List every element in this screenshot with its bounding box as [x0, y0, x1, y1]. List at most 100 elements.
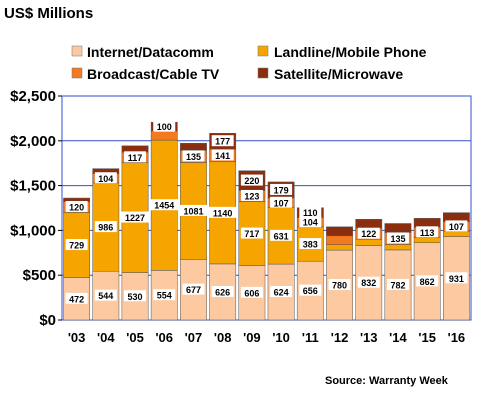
bar-segment: [413, 218, 441, 228]
data-label-bg: [328, 279, 351, 291]
data-label-bg: [208, 206, 237, 218]
data-label: 135: [186, 152, 201, 162]
data-label-bg: [153, 120, 176, 132]
x-tick-label: '08: [214, 330, 232, 345]
data-label-bg: [124, 290, 147, 302]
data-label: 631: [274, 231, 289, 241]
data-label-bg: [65, 239, 88, 251]
data-label-bg: [211, 285, 234, 297]
data-label: 107: [449, 222, 464, 232]
data-label-bg: [357, 227, 380, 239]
x-tick-label: '06: [155, 330, 173, 345]
data-label-bg: [270, 286, 293, 298]
x-tick-label: '16: [448, 330, 466, 345]
data-label: 782: [390, 280, 405, 290]
data-label-bg: [211, 135, 234, 147]
data-label: 832: [361, 278, 376, 288]
bar-segment: [355, 238, 383, 246]
chart-title: US$ Millions: [4, 5, 93, 22]
data-label-bg: [386, 278, 409, 290]
data-label-bg: [445, 220, 468, 232]
x-tick-label: '03: [68, 330, 86, 345]
data-label: 1140: [213, 208, 233, 218]
data-label: 780: [332, 281, 347, 291]
bar-segment: [326, 235, 353, 245]
data-label: 120: [69, 203, 84, 213]
data-label-bg: [240, 227, 263, 239]
x-tick-label: '11: [302, 330, 319, 345]
data-label-bg: [416, 226, 439, 238]
data-label: 100: [157, 122, 172, 132]
data-label-bg: [153, 289, 176, 301]
y-tick-label: $1,000: [10, 222, 56, 239]
legend-swatch: [71, 45, 83, 57]
data-label-bg: [240, 286, 263, 298]
data-label-bg: [94, 221, 117, 233]
legend-swatch: [257, 67, 269, 79]
data-label-bg: [94, 172, 117, 184]
data-label: 626: [215, 287, 230, 297]
data-label: 554: [157, 291, 172, 301]
data-labels: 472 729 120 544 986 104 530 1227 117 554 1454 100 67…: [65, 120, 468, 304]
legend-item-broadcast: Broadcast/Cable TV: [71, 66, 220, 82]
data-label: 104: [303, 218, 318, 228]
data-label: 606: [244, 288, 259, 298]
y-tick-label: $0: [39, 312, 56, 329]
legend-label: Landline/Mobile Phone: [274, 44, 427, 60]
bar-segment: [121, 145, 149, 153]
data-label: 179: [274, 185, 289, 195]
data-label: 383: [303, 240, 318, 250]
legend: Internet/Datacomm Landline/Mobile Phone …: [71, 44, 427, 82]
data-label-bg: [182, 150, 205, 162]
data-label-bg: [124, 151, 147, 163]
data-label: 110: [303, 208, 318, 218]
data-label: 624: [274, 288, 289, 298]
x-tick-label: '12: [331, 330, 349, 345]
data-label-bg: [240, 189, 263, 201]
data-label-bg: [357, 276, 380, 288]
data-label-bg: [94, 289, 117, 301]
y-tick-label: $500: [23, 267, 56, 284]
legend-swatch: [257, 45, 269, 57]
data-label: 717: [244, 229, 259, 239]
data-label: 113: [420, 228, 435, 238]
data-label-bg: [386, 232, 409, 244]
bar-segment: [413, 237, 441, 244]
data-label-bg: [299, 238, 322, 250]
data-label: 107: [274, 198, 289, 208]
bar-segment: [384, 244, 412, 251]
data-label: 177: [215, 137, 230, 147]
x-tick-label: '15: [418, 330, 436, 345]
data-label-bg: [299, 206, 322, 218]
data-label: 862: [420, 277, 435, 287]
bar-segment: [384, 223, 412, 233]
y-tick-label: $2,000: [10, 133, 56, 150]
x-axis: '03 '04 '05 '06 '07 '08 '09 '10 '11 '12 '13 '14 '15 '…: [68, 330, 465, 345]
data-label-bg: [211, 149, 234, 161]
data-label: 931: [449, 274, 464, 284]
y-tick-label: $2,500: [10, 88, 56, 105]
data-label-bg: [299, 216, 322, 228]
legend-item-satellite: Satellite/Microwave: [257, 66, 403, 82]
data-label: 117: [128, 153, 143, 163]
data-label: 104: [98, 174, 113, 184]
data-label-bg: [121, 211, 150, 223]
legend-swatch: [71, 67, 83, 79]
bar-segment: [326, 244, 353, 251]
bar-segment: [355, 219, 383, 229]
bar-segment: [442, 212, 470, 222]
data-label-bg: [270, 196, 293, 208]
data-label: 656: [303, 286, 318, 296]
data-label-bg: [270, 229, 293, 241]
x-tick-label: '07: [185, 330, 203, 345]
legend-item-internet: Internet/Datacomm: [71, 44, 214, 60]
x-tick-label: '10: [272, 330, 290, 345]
data-label: 141: [215, 151, 230, 161]
y-tick-label: $1,500: [10, 178, 56, 195]
legend-label: Internet/Datacomm: [87, 44, 214, 60]
x-tick-label: '05: [126, 330, 144, 345]
bar-segment: [442, 230, 470, 237]
data-label: 472: [69, 294, 84, 304]
data-label: 135: [390, 234, 405, 244]
